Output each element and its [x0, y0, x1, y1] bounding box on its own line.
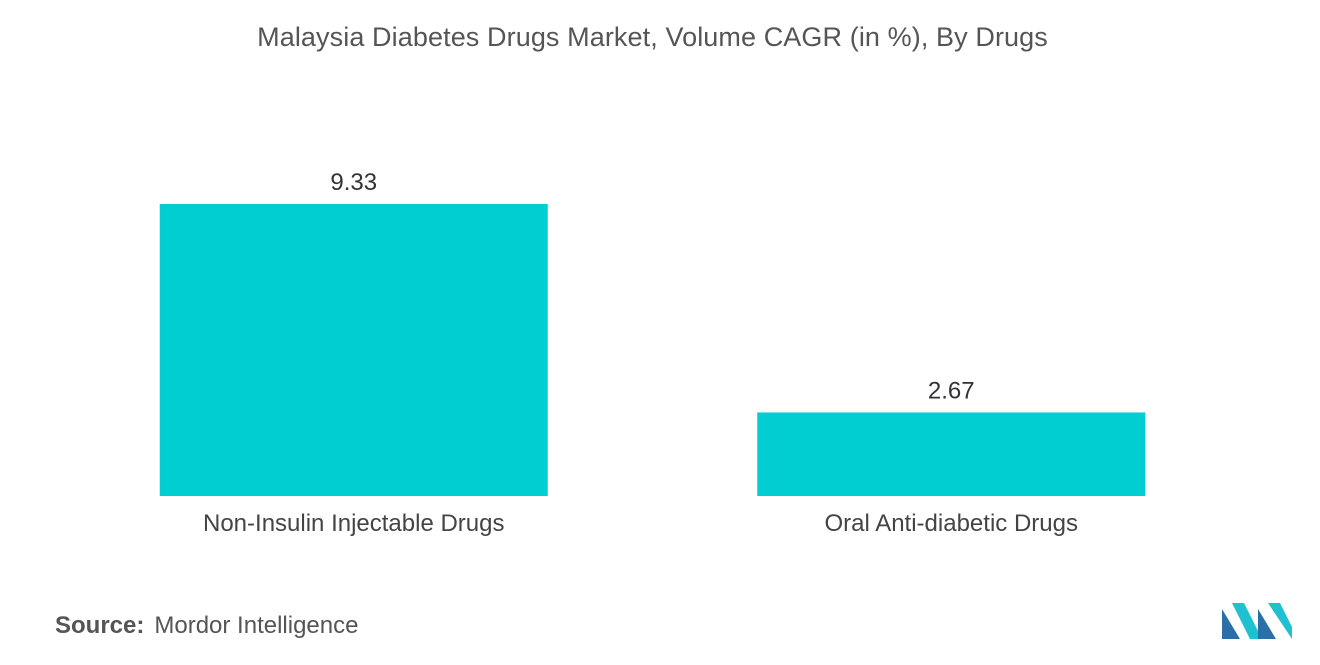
x-tick-label-1: Non-Insulin Injectable Drugs [203, 510, 505, 537]
logo-left-shape [1222, 609, 1240, 639]
logo-far-right-shape [1268, 603, 1292, 639]
mordor-intelligence-logo-icon [1222, 603, 1292, 639]
source-line: Source: Mordor Intelligence [55, 612, 358, 640]
logo-mid-shape [1232, 603, 1262, 639]
source-prefix: Source: [55, 612, 145, 639]
data-label-1: 9.33 [330, 169, 377, 196]
bar-1 [159, 204, 548, 496]
source-name: Mordor Intelligence [154, 612, 359, 639]
chart-title: Malaysia Diabetes Drugs Market, Volume C… [257, 22, 1048, 52]
data-label-2: 2.67 [928, 377, 975, 404]
logo-right-shape [1258, 609, 1276, 639]
x-tick-label-2: Oral Anti-diabetic Drugs [825, 510, 1078, 537]
bar-2 [757, 412, 1146, 496]
